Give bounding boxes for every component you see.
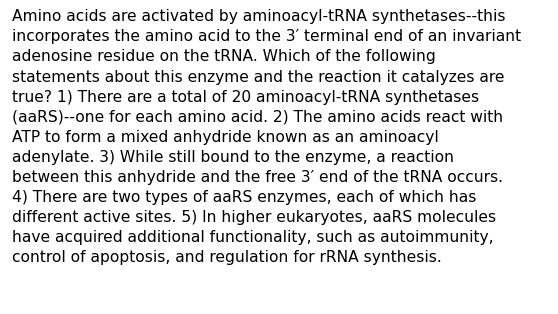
Text: Amino acids are activated by aminoacyl-tRNA synthetases--this
incorporates the a: Amino acids are activated by aminoacyl-t…	[12, 9, 521, 265]
